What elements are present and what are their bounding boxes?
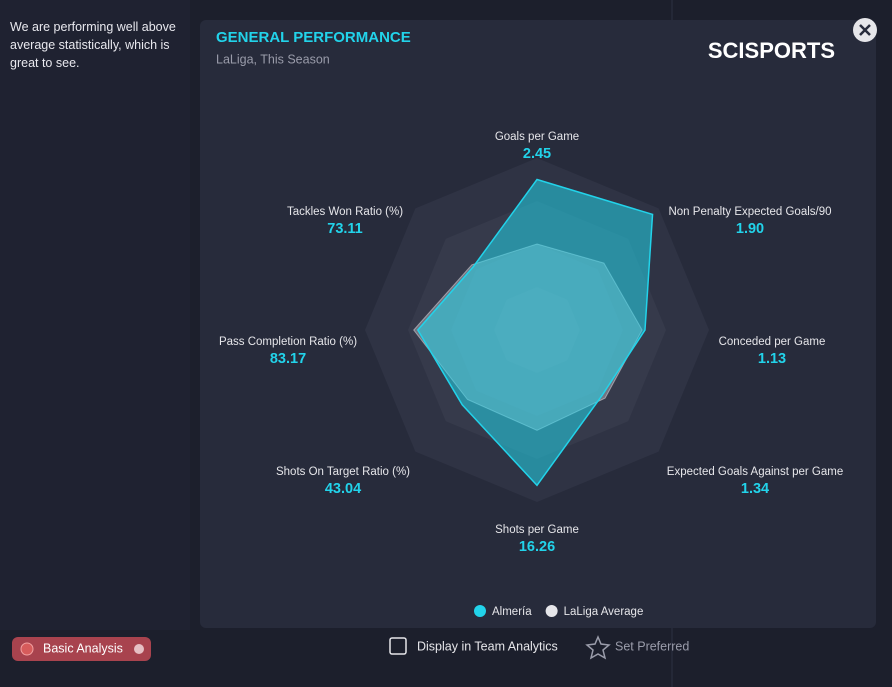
axis-label: Non Penalty Expected Goals/90 — [668, 206, 831, 218]
legend-swatch — [545, 605, 558, 617]
axis-label: Goals per Game — [495, 131, 579, 143]
value-label: 2.45 — [523, 146, 551, 162]
chart-subtitle: LaLiga, This Season — [216, 52, 330, 66]
axis-label: Shots On Target Ratio (%) — [276, 466, 410, 478]
axis-label: Expected Goals Against per Game — [667, 466, 843, 478]
value-label: 1.90 — [736, 221, 764, 237]
value-label: 16.26 — [519, 539, 555, 555]
display-option-label: Display in Team Analytics — [417, 639, 558, 653]
axis-label: Pass Completion Ratio (%) — [219, 336, 357, 348]
value-label: 1.13 — [758, 351, 786, 367]
legend-label: Almería — [492, 606, 532, 618]
sidebar — [0, 0, 190, 630]
axis-label: Shots per Game — [495, 524, 579, 536]
value-label: 73.11 — [327, 221, 363, 237]
sidebar-box: We are performing well above average sta… — [10, 20, 176, 70]
basic-analysis-button[interactable] — [12, 637, 151, 661]
legend-label: LaLiga Average — [564, 606, 644, 618]
basic-analysis-label: Basic Analysis — [43, 641, 123, 655]
analysis-icon — [20, 642, 34, 656]
axis-label: Tackles Won Ratio (%) — [287, 206, 403, 218]
value-label: 83.17 — [270, 351, 306, 367]
chart-title: GENERAL PERFORMANCE — [216, 29, 411, 46]
axis-label: Conceded per Game — [719, 336, 826, 348]
close-icon — [859, 24, 871, 36]
legend-swatch — [474, 605, 486, 617]
sidebar-text: We are performing well above average sta… — [10, 20, 176, 70]
value-label: 1.34 — [741, 481, 769, 497]
checkbox[interactable] — [389, 637, 407, 655]
info-icon[interactable] — [134, 644, 144, 654]
radar: Goals per Game 2.45 Non Penalty Expected G… — [219, 131, 843, 618]
logo: SCISPORTS — [708, 38, 835, 63]
series-area — [416, 178, 654, 487]
value-label: 43.04 — [325, 481, 361, 497]
star-icon[interactable] — [585, 635, 611, 660]
set-preferred-label: Set Preferred — [615, 639, 689, 653]
